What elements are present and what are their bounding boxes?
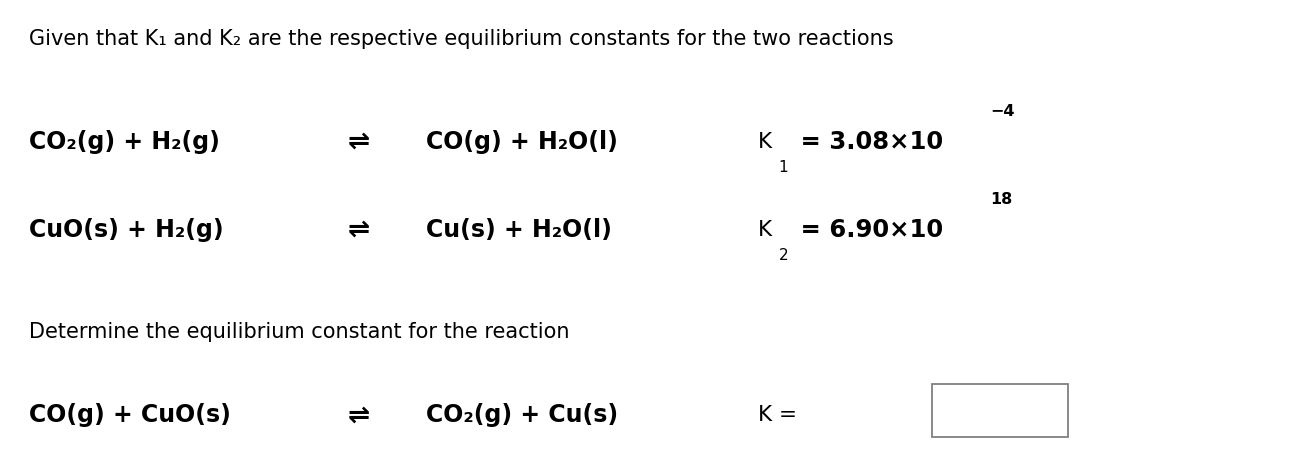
Text: 2: 2 [779, 247, 788, 262]
Text: CO₂(g) + H₂(g): CO₂(g) + H₂(g) [29, 129, 219, 153]
Text: CO₂(g) + Cu(s): CO₂(g) + Cu(s) [426, 402, 618, 426]
Text: = 6.90×10: = 6.90×10 [792, 217, 942, 241]
Text: 18: 18 [990, 192, 1012, 206]
Text: K: K [758, 131, 772, 151]
Text: Determine the equilibrium constant for the reaction: Determine the equilibrium constant for t… [29, 321, 569, 341]
Text: CO(g) + H₂O(l): CO(g) + H₂O(l) [426, 129, 618, 153]
Text: −4: −4 [990, 104, 1015, 119]
Text: CuO(s) + H₂(g): CuO(s) + H₂(g) [29, 217, 223, 241]
FancyBboxPatch shape [932, 384, 1068, 438]
Text: = 3.08×10: = 3.08×10 [792, 129, 942, 153]
Text: ⇌: ⇌ [348, 216, 370, 242]
Text: Given that K₁ and K₂ are the respective equilibrium constants for the two reacti: Given that K₁ and K₂ are the respective … [29, 29, 893, 50]
Text: ⇌: ⇌ [348, 128, 370, 154]
Text: K: K [758, 219, 772, 239]
Text: CO(g) + CuO(s): CO(g) + CuO(s) [29, 402, 231, 426]
Text: Cu(s) + H₂O(l): Cu(s) + H₂O(l) [426, 217, 611, 241]
Text: 1: 1 [779, 159, 788, 174]
Text: ⇌: ⇌ [348, 401, 370, 427]
Text: K =: K = [758, 404, 797, 425]
